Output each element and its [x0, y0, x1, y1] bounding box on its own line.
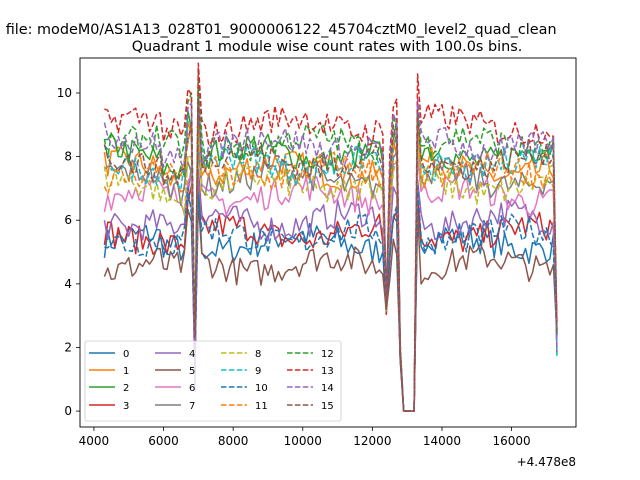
- legend-label: 10: [255, 383, 268, 394]
- legend-label: 2: [123, 383, 129, 394]
- legend-label: 4: [189, 349, 195, 360]
- series-line-8: [103, 112, 558, 412]
- x-tick-label: 6000: [148, 434, 179, 448]
- legend-box: [84, 340, 342, 422]
- x-tick-label: 14000: [423, 434, 461, 448]
- legend-label: 15: [321, 401, 334, 412]
- series-line-3: [103, 168, 558, 412]
- legend-label: 8: [255, 349, 261, 360]
- y-tick-label: 2: [64, 340, 72, 354]
- legend-label: 7: [189, 401, 195, 412]
- series-line-9: [103, 89, 558, 412]
- legend-label: 14: [321, 383, 334, 394]
- x-tick-label: 12000: [353, 434, 391, 448]
- series-line-15: [103, 96, 558, 412]
- x-tick-label: 16000: [493, 434, 531, 448]
- x-tick-label: 8000: [218, 434, 249, 448]
- legend-label: 13: [321, 366, 334, 377]
- series-line-7: [103, 128, 558, 412]
- y-tick-label: 4: [64, 277, 72, 291]
- series-line-13: [104, 62, 558, 412]
- y-tick-label: 10: [57, 86, 72, 100]
- chart-title: Quadrant 1 module wise count rates with …: [132, 39, 523, 55]
- y-tick-label: 0: [64, 404, 72, 418]
- legend-label: 11: [255, 401, 268, 412]
- legend-label: 0: [123, 349, 129, 360]
- series-line-12: [103, 72, 558, 412]
- series-line-14: [103, 98, 558, 412]
- y-tick-label: 6: [64, 213, 72, 227]
- y-tick-label: 8: [64, 150, 72, 164]
- legend-label: 5: [189, 366, 195, 377]
- x-tick-label: 4000: [79, 434, 110, 448]
- plot-frame: [79, 57, 577, 428]
- chart-suptitle: n file: modeM0/AS1A13_028T01_9000006122_…: [0, 22, 557, 38]
- x-tick-label: 10000: [284, 434, 322, 448]
- legend-label: 6: [189, 383, 195, 394]
- legend-label: 9: [255, 366, 261, 377]
- series-line-10: [104, 186, 558, 412]
- series-line-4: [103, 165, 558, 412]
- legend-label: 3: [123, 401, 129, 412]
- series-line-5: [103, 200, 558, 412]
- legend-label: 12: [321, 349, 334, 360]
- x-offset-label: +4.478e8: [517, 455, 576, 469]
- legend-label: 1: [123, 366, 129, 377]
